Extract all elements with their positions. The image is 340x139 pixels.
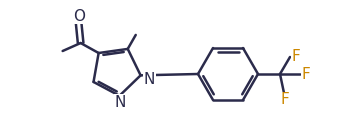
- Text: O: O: [73, 8, 85, 23]
- Text: N: N: [143, 72, 155, 87]
- Text: F: F: [292, 49, 300, 64]
- Text: F: F: [302, 66, 310, 81]
- Text: F: F: [280, 92, 289, 107]
- Text: N: N: [115, 95, 126, 110]
